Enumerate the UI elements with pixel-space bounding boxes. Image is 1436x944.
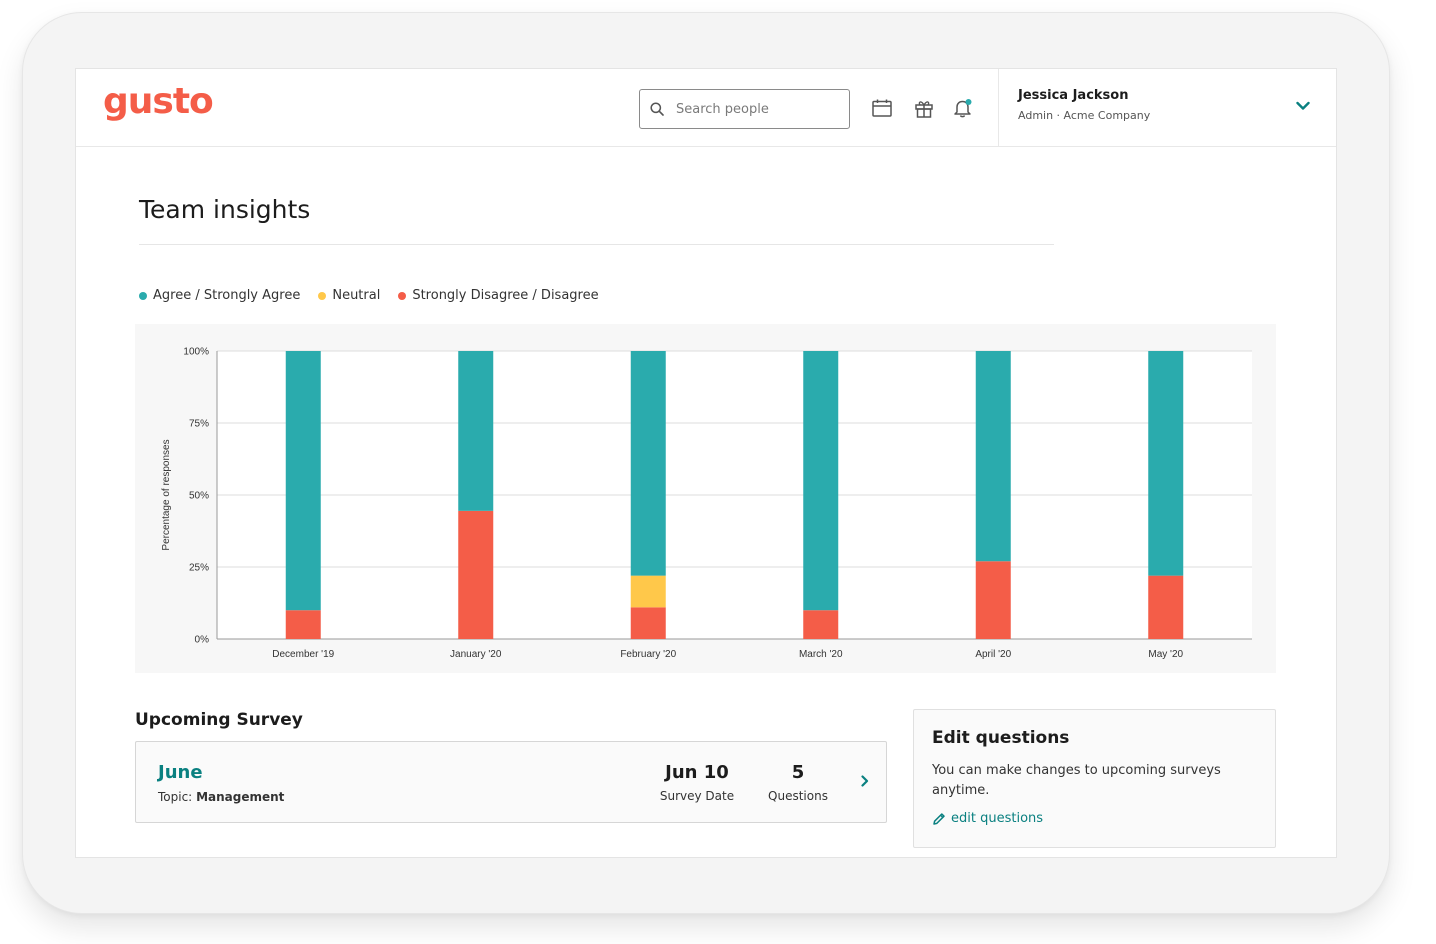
upcoming-survey-card[interactable]: June Topic: Management Jun 10 Survey Dat… <box>135 741 887 823</box>
stacked-bar-chart: 0% 25% 50% 75% 100% Percentage of responses De… <box>135 324 1276 673</box>
pencil-icon <box>932 812 946 826</box>
questions-value: 5 <box>791 762 805 783</box>
bar-segment <box>803 610 839 639</box>
bar-segment <box>458 510 494 639</box>
legend-label: Neutral <box>332 288 381 303</box>
search-input[interactable] <box>676 101 836 117</box>
y-axis-label: Percentage of responses <box>161 439 172 550</box>
bar-segment <box>1148 575 1184 639</box>
x-tick-label: February '20 <box>620 649 676 660</box>
survey-month[interactable]: June <box>158 762 203 783</box>
search-box[interactable] <box>639 89 850 129</box>
y-tick-label: 25% <box>189 563 209 574</box>
chevron-down-icon[interactable] <box>1294 97 1312 115</box>
user-role: Admin · Acme Company <box>1018 109 1151 122</box>
questions-label: Questions <box>768 789 828 803</box>
edit-questions-title: Edit questions <box>932 728 1070 748</box>
app-screen: gusto Jessica Jackson Admin · Acme Compa… <box>75 68 1337 858</box>
legend-dot-neutral <box>318 291 327 300</box>
edit-questions-card: Edit questions You can make changes to u… <box>913 709 1276 848</box>
bar-segment <box>1148 351 1184 576</box>
page-title: Team insights <box>139 195 311 224</box>
legend-dot-disagree <box>398 291 407 300</box>
calendar-icon[interactable] <box>871 97 893 119</box>
legend-item-disagree: Strongly Disagree / Disagree <box>398 288 599 303</box>
x-tick-label: March '20 <box>799 649 843 660</box>
y-tick-label: 0% <box>195 635 210 646</box>
bar-segment <box>975 561 1011 639</box>
y-tick-label: 75% <box>189 419 209 430</box>
topic-label: Topic: <box>158 790 193 804</box>
bell-icon[interactable] <box>952 97 974 119</box>
topic-value: Management <box>196 790 285 804</box>
survey-date-value: Jun 10 <box>665 762 729 783</box>
bar-segment <box>803 351 839 611</box>
chart-canvas: 0% 25% 50% 75% 100% Percentage of responses De… <box>161 347 1252 660</box>
survey-date-stat: Jun 10 Survey Date <box>656 762 738 803</box>
bar-segment <box>630 351 666 576</box>
survey-topic: Topic: Management <box>158 790 284 804</box>
x-tick-label: April '20 <box>975 649 1011 660</box>
questions-stat: 5 Questions <box>762 762 834 803</box>
bar-segment <box>975 351 1011 562</box>
bar-segment <box>285 351 321 611</box>
legend-item-neutral: Neutral <box>318 288 380 303</box>
bar-segment <box>630 575 666 608</box>
x-tick-label: January '20 <box>450 649 502 660</box>
gusto-logo[interactable]: gusto <box>103 81 214 122</box>
bar-segment <box>285 610 321 639</box>
bar-segment <box>458 351 494 511</box>
upcoming-survey-heading: Upcoming Survey <box>135 710 303 730</box>
edit-questions-link-label[interactable]: edit questions <box>951 811 1044 826</box>
legend-dot-agree <box>139 291 147 300</box>
y-tick-label: 50% <box>189 491 209 502</box>
gift-icon[interactable] <box>913 97 935 119</box>
legend-label: Strongly Disagree / Disagree <box>412 288 599 303</box>
chart-legend: Agree / Strongly Agree Neutral Strongly … <box>139 288 599 303</box>
x-tick-label: May '20 <box>1148 649 1183 660</box>
survey-date-label: Survey Date <box>659 789 735 803</box>
bar-segment <box>630 607 666 639</box>
top-header: gusto Jessica Jackson Admin · Acme Compa… <box>76 69 1336 147</box>
title-divider <box>139 244 1054 245</box>
edit-questions-link[interactable]: edit questions <box>932 811 1043 826</box>
x-tick-label: December '19 <box>272 649 334 660</box>
edit-questions-description: You can make changes to upcoming surveys… <box>932 763 1221 798</box>
header-divider <box>998 69 999 147</box>
y-tick-label: 100% <box>183 347 209 358</box>
legend-label: Agree / Strongly Agree <box>153 288 301 303</box>
legend-item-agree: Agree / Strongly Agree <box>139 288 300 303</box>
chevron-right-icon[interactable] <box>858 774 872 788</box>
user-name[interactable]: Jessica Jackson <box>1018 88 1129 103</box>
search-icon <box>650 101 666 117</box>
